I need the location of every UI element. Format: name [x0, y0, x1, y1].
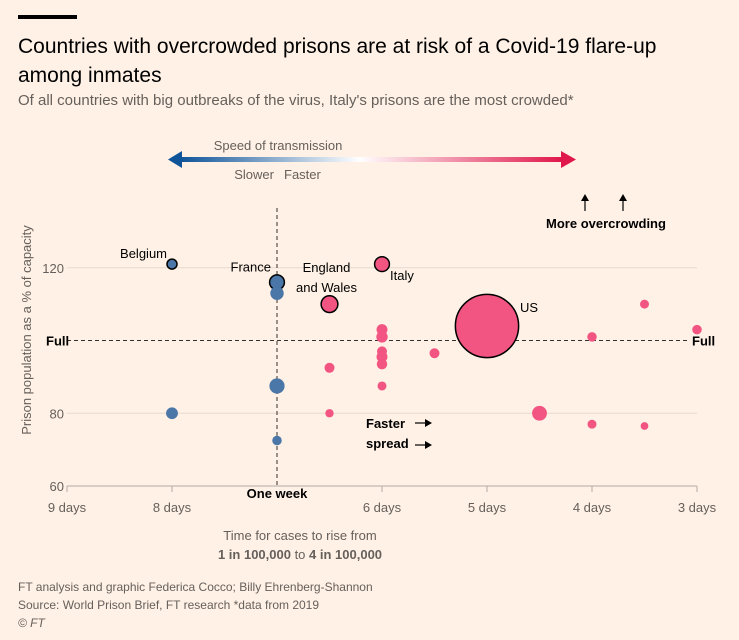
- point-belgium: [166, 258, 178, 270]
- point-12: [377, 346, 387, 357]
- x-axis-title-from: 1 in 100,000: [218, 547, 291, 562]
- point-14: [376, 358, 388, 370]
- x-tick-label-8: 8 days: [153, 500, 192, 515]
- point-9: [692, 324, 702, 335]
- point-2: [270, 286, 284, 300]
- point-18: [269, 378, 285, 394]
- point-italy: [373, 255, 391, 273]
- label-belgium: Belgium: [120, 246, 167, 261]
- legend-title: Speed of transmission: [214, 138, 343, 153]
- ft-top-bar: [18, 15, 77, 19]
- point-15: [429, 348, 440, 359]
- legend-slower: Slower: [234, 167, 274, 182]
- y-axis-title: Prison population as a % of capacity: [19, 225, 34, 435]
- x-axis-title-line1: Time for cases to rise from: [223, 528, 376, 543]
- point-24: [272, 435, 282, 446]
- overcrowding-arrows: [581, 194, 627, 211]
- point-23: [640, 422, 649, 430]
- chart-title: Countries with overcrowded prisons are a…: [18, 35, 657, 87]
- point-10: [376, 324, 388, 336]
- full-label-right: Full: [692, 334, 715, 349]
- y-tick-label-120: 120: [42, 261, 64, 276]
- x-tick-label-5: 5 days: [468, 500, 507, 515]
- speed-gradient-bar: [180, 157, 562, 162]
- point-6: [481, 341, 493, 354]
- point-8: [587, 332, 597, 342]
- point-19: [166, 407, 178, 420]
- point-england-and-wales: [320, 295, 339, 314]
- x-tick-label-6: 6 days: [363, 500, 402, 515]
- point-us: [454, 293, 520, 359]
- point-7: [640, 299, 649, 309]
- point-17: [377, 381, 387, 391]
- x-tick-label-3: 3 days: [678, 500, 717, 515]
- point-21: [532, 405, 547, 421]
- point-20: [325, 409, 334, 418]
- x-tick-label-9: 9 days: [48, 500, 87, 515]
- source-line: Source: World Prison Brief, FT research …: [18, 598, 320, 612]
- point-22: [587, 419, 597, 429]
- faster-spread-label-1: Faster: [366, 416, 405, 431]
- one-week-label: One week: [247, 486, 308, 501]
- label-england: England: [303, 260, 351, 275]
- x-axis-title-line2: 1 in 100,000 to 4 in 100,000: [218, 547, 382, 562]
- y-tick-label-80: 80: [50, 406, 64, 421]
- legend-faster: Faster: [284, 167, 322, 182]
- y-tick-label-60: 60: [50, 479, 64, 494]
- label-us: US: [520, 300, 538, 315]
- full-label-left: Full: [46, 334, 69, 349]
- x-axis-title-target: 4 in 100,000: [309, 547, 382, 562]
- ft-logo: © FT: [18, 616, 45, 630]
- label-and-wales: and Wales: [296, 280, 357, 295]
- credit-line: FT analysis and graphic Federica Cocco; …: [18, 580, 373, 594]
- point-16: [324, 362, 335, 373]
- faster-spread-arrows: [415, 419, 432, 449]
- label-france: France: [231, 259, 271, 274]
- faster-spread-label-2: spread: [366, 436, 409, 451]
- slow-arrow-head: [168, 151, 182, 168]
- fast-arrow-head: [561, 151, 576, 168]
- more-overcrowding-label: More overcrowding: [546, 216, 666, 231]
- chart-subtitle: Of all countries with big outbreaks of t…: [18, 92, 574, 109]
- x-axis-title-to: to: [291, 547, 309, 562]
- label-italy: Italy: [390, 268, 414, 283]
- x-tick-label-4: 4 days: [573, 500, 612, 515]
